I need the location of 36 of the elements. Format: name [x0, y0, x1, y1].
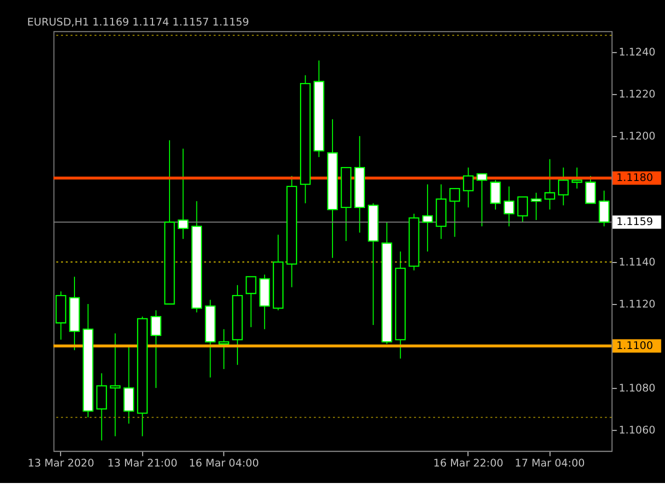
candlestick — [422, 184, 433, 252]
candlestick — [517, 196, 528, 223]
candlestick — [123, 345, 134, 424]
ref-line-label: 1.1100 — [616, 340, 654, 352]
y-tick-label: 1.1080 — [618, 382, 656, 394]
candlestick — [178, 148, 188, 240]
candlestick — [544, 158, 556, 210]
y-tick-label: 1.1200 — [618, 130, 656, 142]
candlestick — [150, 310, 162, 388]
x-tick-label: 13 Mar 2020 — [28, 458, 94, 470]
candlestick — [218, 328, 230, 370]
candlestick — [462, 167, 474, 208]
y-tick-label: 1.1240 — [618, 46, 656, 58]
candlestick — [504, 186, 514, 227]
x-tick-label: 16 Mar 04:00 — [188, 458, 259, 470]
chart-title: EURUSD,H1 1.1169 1.1174 1.1157 1.1159 — [27, 16, 250, 28]
y-tick-label: 1.1220 — [618, 88, 656, 100]
candlestick — [558, 167, 569, 206]
candlestick — [585, 175, 596, 204]
ref-line-label: 1.1159 — [616, 216, 654, 228]
candlestick — [476, 173, 488, 227]
candlestick — [598, 190, 610, 227]
x-tick-label: 13 Mar 21:00 — [107, 458, 178, 470]
candlestick — [572, 167, 582, 190]
candlestick — [110, 332, 121, 437]
candlestick — [530, 192, 542, 221]
y-tick-label: 1.1060 — [618, 424, 656, 436]
y-tick-label: 1.1120 — [618, 298, 656, 310]
ref-line-label: 1.1180 — [616, 172, 654, 184]
candlestick — [96, 372, 107, 441]
x-tick-label: 17 Mar 04:00 — [514, 458, 585, 470]
x-tick-label: 16 Mar 22:00 — [433, 458, 504, 470]
candlestick — [449, 188, 460, 238]
y-tick-label: 1.1140 — [618, 256, 656, 268]
candlestick — [490, 180, 501, 210]
candlestick — [246, 276, 256, 328]
